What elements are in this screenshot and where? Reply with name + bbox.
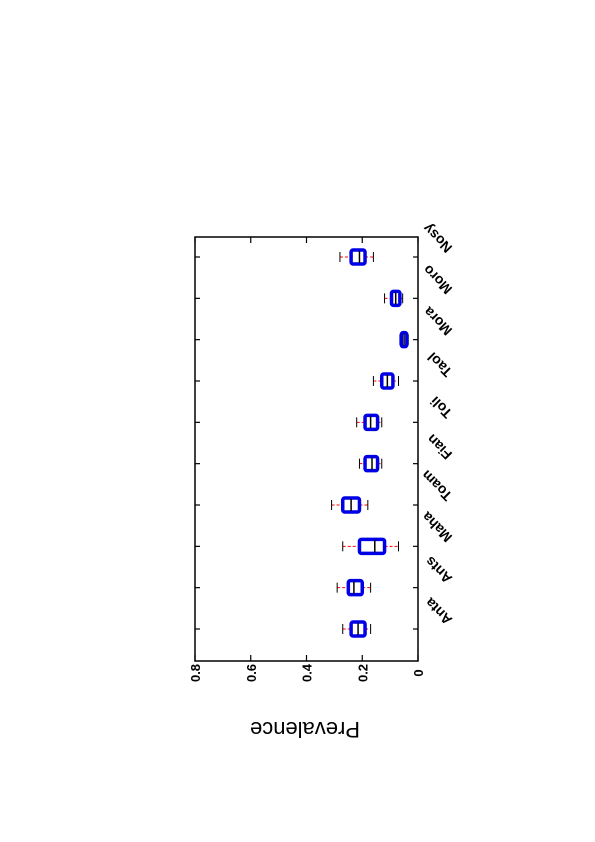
box <box>363 454 380 473</box>
plot-frame <box>194 236 419 662</box>
box <box>346 578 364 597</box>
y-axis-label: Prevalence <box>250 717 360 742</box>
box-plot <box>384 289 404 308</box>
x-tick-label: Anta <box>422 595 455 628</box>
y-tick-labels: 0 0.2 0.4 0.6 0.8 <box>188 663 426 682</box>
x-tick-label: Moro <box>420 262 456 298</box>
y-tick-label: 0.6 <box>244 664 259 682</box>
box <box>399 330 409 349</box>
box <box>340 496 362 514</box>
box-plot <box>342 620 372 638</box>
y-tick-label: 0 <box>411 669 426 676</box>
x-tick-label: Nosy <box>419 221 455 257</box>
box-plot <box>356 413 383 432</box>
x-tick-labels: Anta Ants Maha Toam Fian Toli Taol Mora Moro Nosy <box>418 221 455 629</box>
y-tick-label: 0.4 <box>300 663 315 682</box>
box <box>349 248 367 266</box>
box <box>380 372 395 390</box>
x-tick-label: Maha <box>418 509 455 546</box>
box-plot <box>399 330 409 349</box>
box <box>363 413 380 432</box>
x-tick-label: Mora <box>420 304 455 339</box>
x-tick-label: Ants <box>422 553 455 586</box>
box <box>349 620 367 638</box>
box-plot <box>372 372 399 390</box>
axis-ticks <box>194 237 419 661</box>
x-tick-label: Toli <box>427 393 455 421</box>
box-plot <box>331 496 369 514</box>
box-plot <box>358 454 383 473</box>
x-tick-label: Toam <box>418 467 455 504</box>
x-tick-label: Taol <box>424 349 455 380</box>
boxes <box>331 248 409 638</box>
box <box>357 537 387 556</box>
y-tick-label: 0.8 <box>188 664 203 682</box>
box-plot <box>342 537 399 556</box>
box-plot <box>336 578 372 597</box>
x-tick-label: Fian <box>423 431 455 463</box>
box-plot <box>339 248 374 266</box>
y-tick-label: 0.2 <box>355 664 370 682</box>
box <box>389 289 402 308</box>
